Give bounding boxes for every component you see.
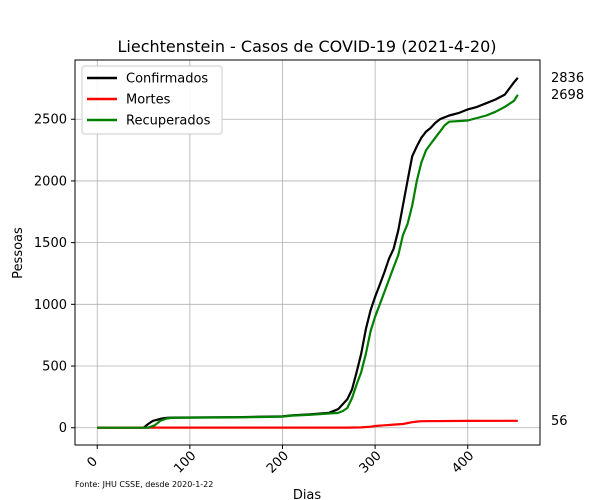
legend-label-mortes: Mortes — [126, 93, 171, 108]
series-layer — [97, 77, 519, 429]
end-label-recuperados: 2698 — [551, 88, 584, 103]
plot-frame — [74, 59, 541, 446]
end-label-confirmados: 2836 — [551, 71, 584, 86]
x-axis-label: Dias — [293, 488, 322, 500]
y-tick-label: 500 — [42, 360, 67, 375]
legend-label-recuperados: Recuperados — [126, 114, 211, 129]
legend-box — [81, 65, 223, 135]
series-line-mortes — [97, 419, 518, 429]
y-tick-label: 1000 — [34, 298, 67, 313]
series-line-recuperados — [97, 94, 519, 429]
y-tick-label: 2500 — [34, 113, 67, 128]
end-label-mortes: 56 — [551, 414, 568, 429]
legend: Confirmados Mortes Recuperados — [81, 65, 223, 135]
grid — [75, 60, 540, 445]
chart-title: Liechtenstein - Casos de COVID-19 (2021-… — [118, 37, 497, 56]
source-note: Fonte: JHU CSSE, desde 2020-1-22 — [75, 480, 213, 489]
y-tick-label: 0 — [59, 421, 67, 436]
y-axis-label: Pessoas — [11, 227, 26, 279]
y-tick-label: 2000 — [34, 174, 67, 189]
end-labels: 2836 56 2698 — [551, 71, 584, 429]
legend-label-confirmados: Confirmados — [126, 72, 208, 87]
y-tick-label: 1500 — [34, 236, 67, 251]
